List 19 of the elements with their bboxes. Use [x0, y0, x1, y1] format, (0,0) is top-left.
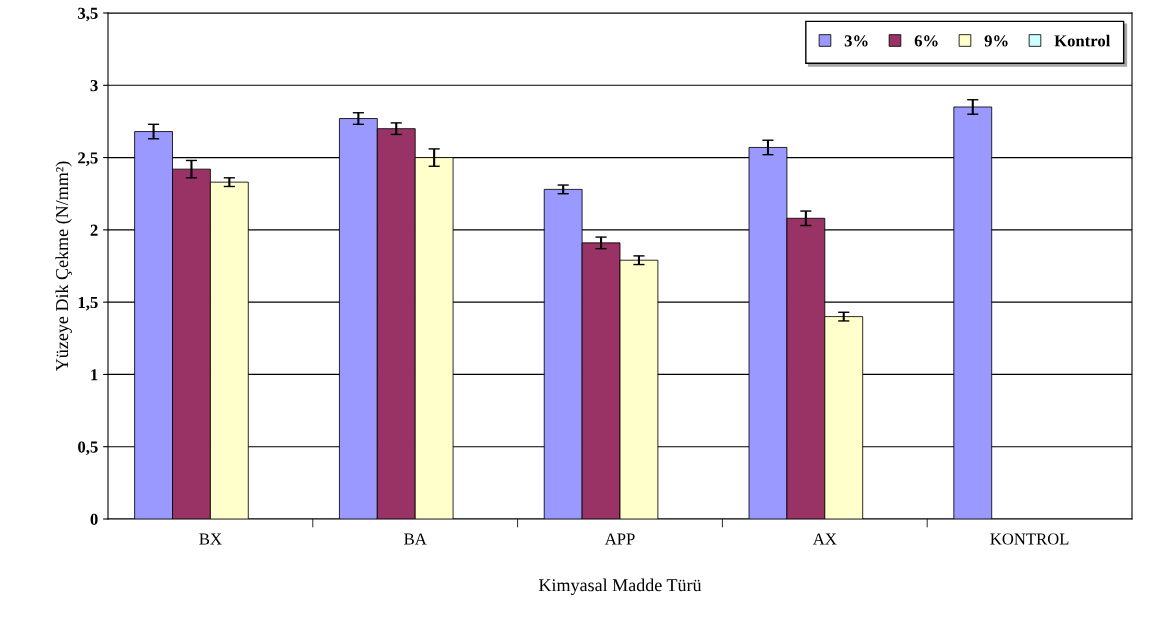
y-axis-title: Yüzeye Dik Çekme (N/mm²) [55, 161, 72, 372]
y-tick-label: 2,5 [78, 152, 98, 166]
y-tick-label: 3 [90, 80, 98, 92]
legend-label: 6% [914, 35, 938, 47]
legend-label: Kontrol [1054, 34, 1111, 47]
y-tick-label: 1 [91, 369, 98, 381]
y-tick-label: 3,5 [78, 7, 98, 22]
x-axis-title: Kimyasal Madde Türü [538, 578, 702, 595]
legend-label: 3% [844, 35, 868, 47]
x-tick-label: BA [404, 533, 427, 545]
x-tick-label: BX [199, 533, 222, 545]
x-tick-label: AX [812, 533, 837, 545]
legend-label: 9% [984, 35, 1008, 47]
x-tick-label: APP [604, 533, 635, 545]
y-tick-label: 0,5 [78, 441, 98, 456]
y-tick-label: 0 [90, 513, 98, 525]
x-tick-label: KONTROL [990, 533, 1069, 545]
y-tick-label: 1,5 [78, 296, 98, 311]
y-tick-label: 2 [90, 224, 98, 236]
